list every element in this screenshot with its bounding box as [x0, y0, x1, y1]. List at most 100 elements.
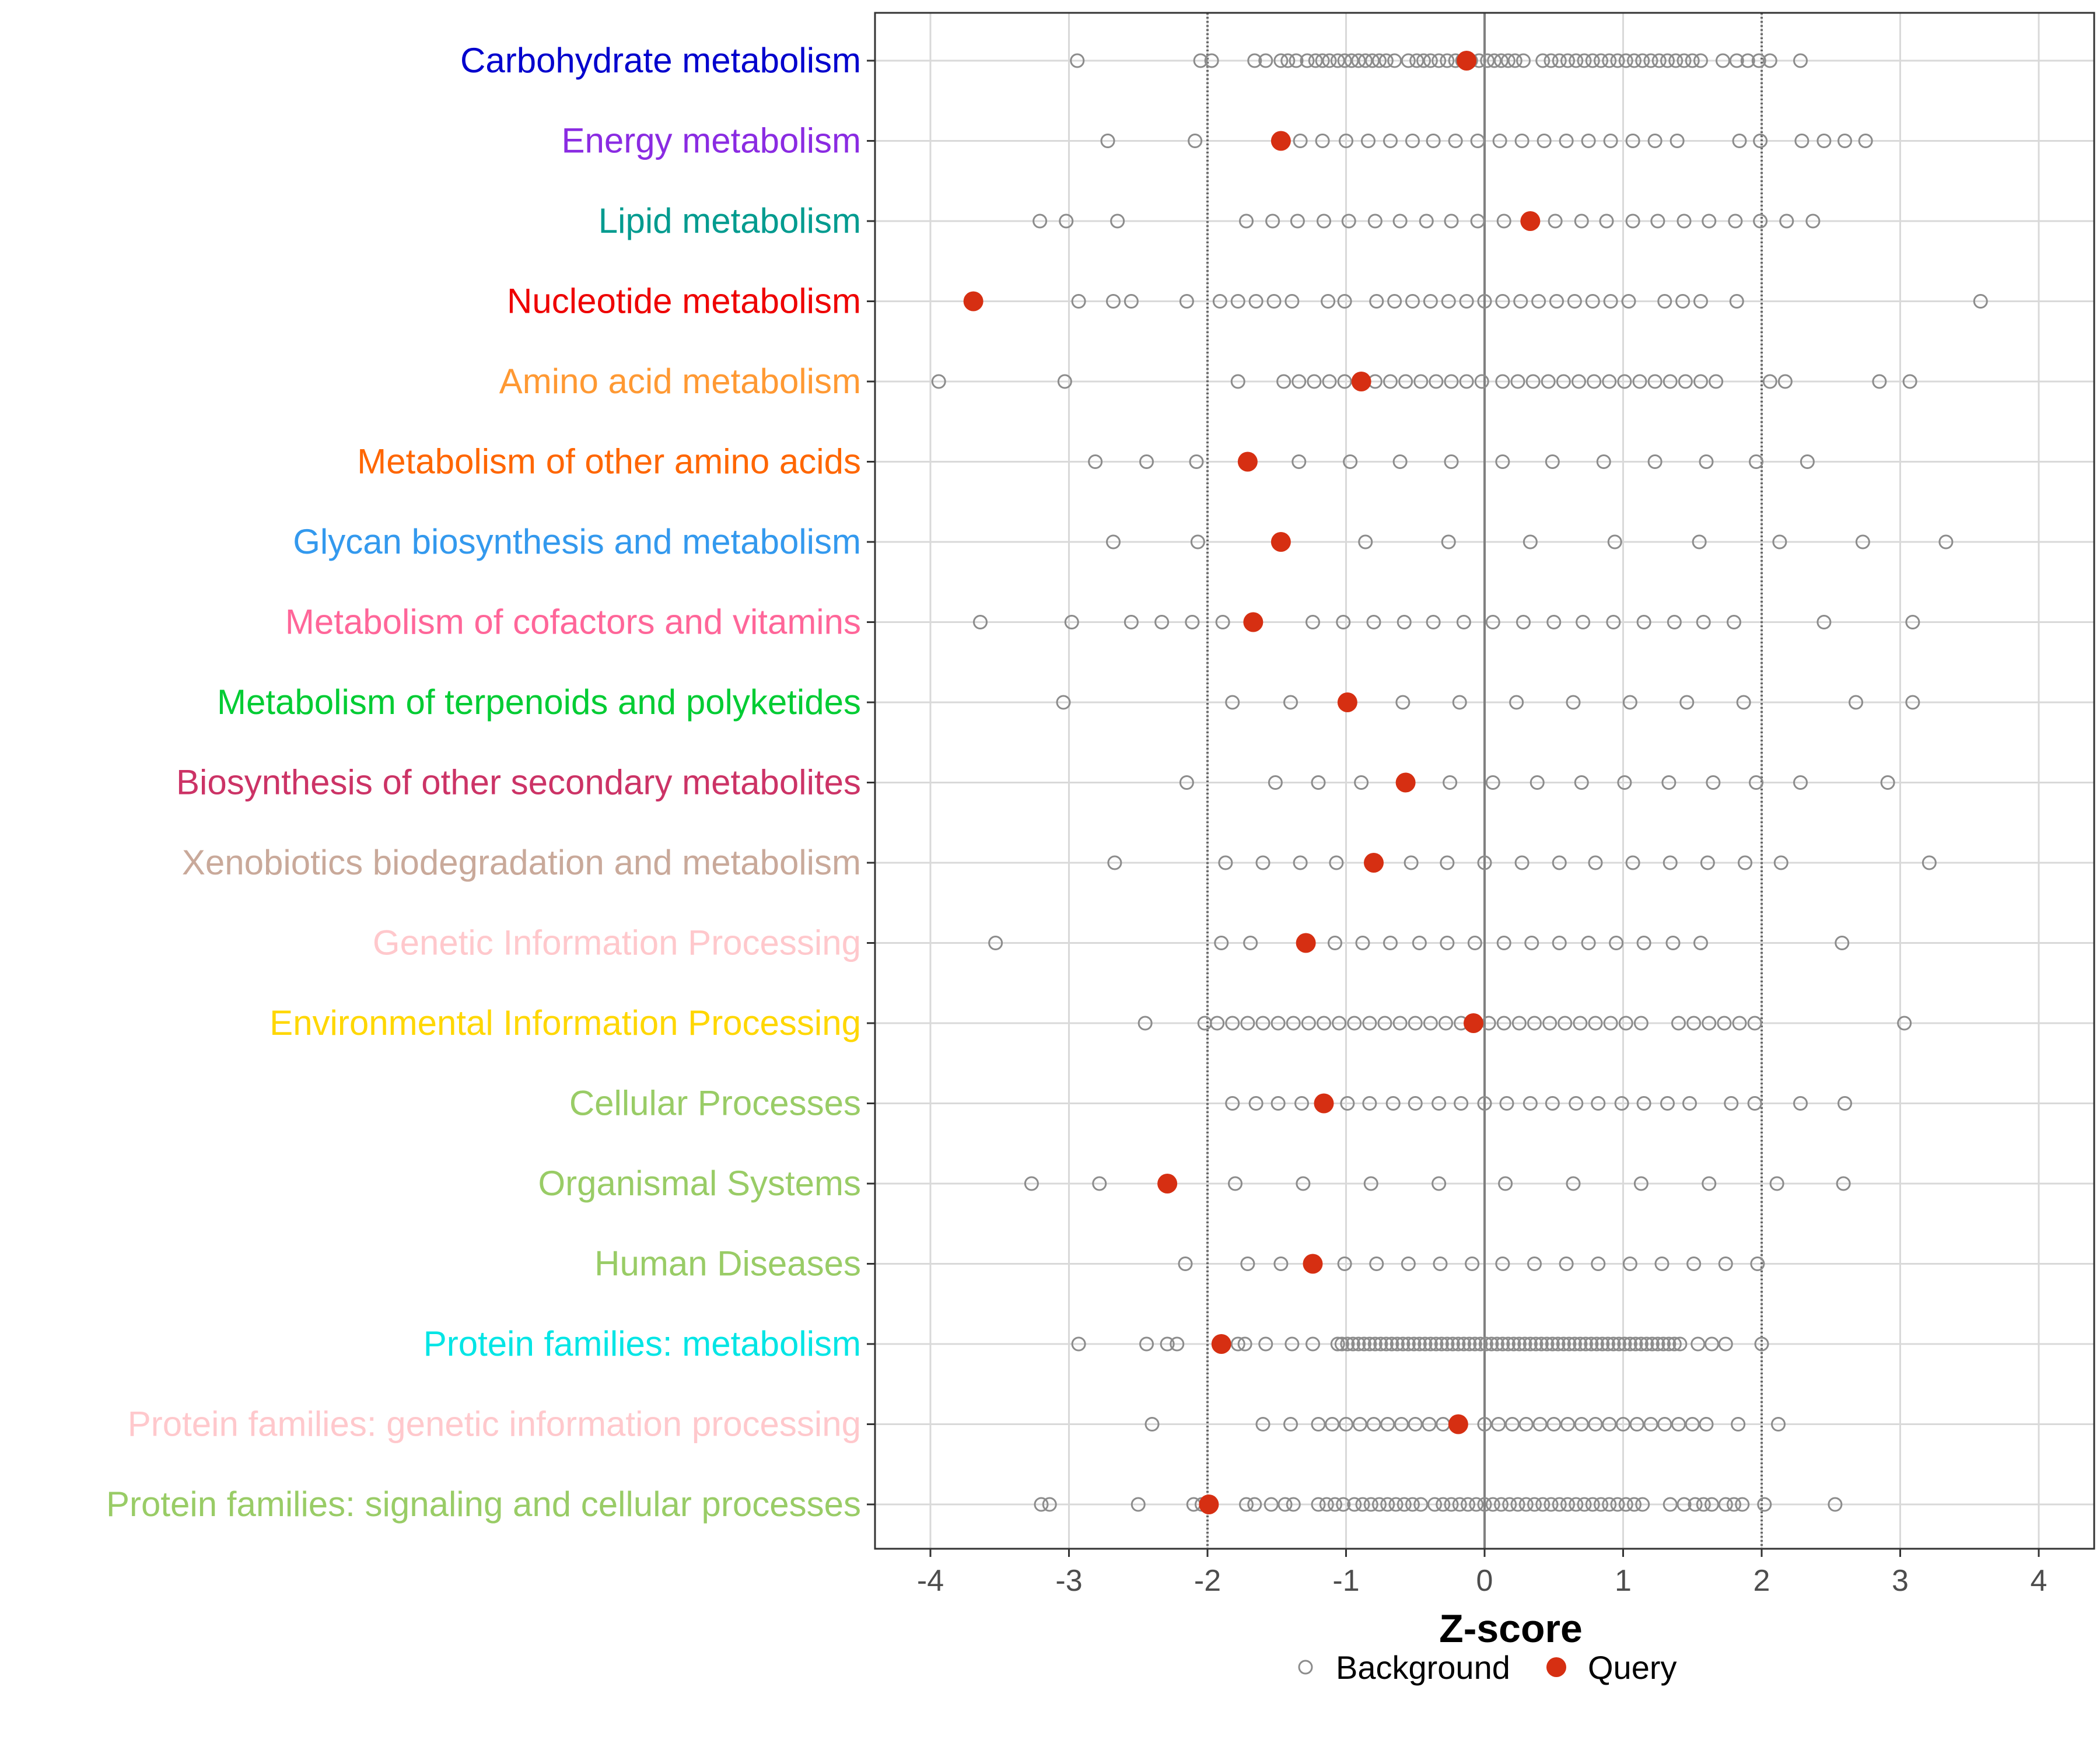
x-axis-ticks: -4 -3 -2 -1 0 1 2 3 4	[917, 1549, 2048, 1598]
background-point	[1559, 134, 1574, 148]
background-point	[1507, 53, 1522, 68]
background-point	[1621, 294, 1636, 309]
background-point	[1793, 1096, 1808, 1111]
background-point	[1544, 1497, 1559, 1512]
background-point	[1311, 1417, 1326, 1432]
background-point	[1427, 1497, 1442, 1512]
background-point	[1491, 1417, 1506, 1432]
background-point	[931, 374, 946, 389]
background-point	[1388, 1497, 1404, 1512]
background-point	[1769, 1176, 1784, 1191]
background-point	[1311, 1497, 1326, 1512]
category-label: Amino acid metabolism	[499, 362, 861, 401]
background-point	[1670, 134, 1685, 148]
background-point	[1516, 53, 1531, 68]
background-point	[1337, 374, 1352, 389]
background-point	[1513, 294, 1528, 309]
background-point	[1204, 53, 1219, 68]
background-point	[1395, 695, 1410, 710]
background-point	[1524, 936, 1539, 950]
background-point	[1838, 1096, 1852, 1111]
background-point	[1306, 615, 1320, 629]
background-point	[1675, 294, 1690, 309]
background-point	[1273, 53, 1289, 68]
background-point	[1595, 1336, 1610, 1352]
background-point	[1717, 1016, 1732, 1031]
background-point	[1139, 1336, 1154, 1352]
background-point	[1283, 695, 1298, 710]
background-point	[1378, 53, 1394, 68]
background-point	[1757, 1497, 1772, 1512]
background-point	[1973, 294, 1988, 309]
background-point	[1685, 53, 1700, 68]
background-point	[1618, 1497, 1633, 1512]
background-point	[1465, 1256, 1480, 1271]
background-point	[1406, 1336, 1422, 1352]
x-tick-label: 4	[2031, 1564, 2048, 1598]
background-point	[1426, 615, 1441, 629]
background-point	[1170, 1336, 1185, 1352]
background-point	[1617, 1336, 1632, 1352]
background-point	[1495, 294, 1510, 309]
background-point	[1124, 615, 1139, 629]
background-point	[1635, 1497, 1650, 1512]
background-point	[1071, 294, 1086, 309]
query-point	[1337, 692, 1357, 712]
background-point	[1489, 1336, 1504, 1352]
background-point	[1477, 1497, 1492, 1512]
background-point	[1527, 1016, 1542, 1031]
background-point	[1413, 374, 1429, 389]
data-points	[931, 51, 1988, 1514]
background-point	[1751, 53, 1766, 68]
background-point	[1514, 134, 1530, 148]
background-point	[1398, 374, 1413, 389]
background-point	[1622, 1256, 1637, 1271]
background-point	[1679, 695, 1695, 710]
background-point	[1552, 53, 1567, 68]
x-tick-label: 3	[1892, 1564, 1909, 1598]
background-point	[1383, 936, 1398, 950]
query-point	[1270, 532, 1291, 552]
background-point	[1462, 1336, 1477, 1352]
background-point	[1657, 294, 1672, 309]
background-point	[1618, 53, 1633, 68]
background-point	[1225, 1096, 1240, 1111]
background-point	[1454, 1096, 1469, 1111]
category-label: Metabolism of terpenoids and polyketides	[217, 682, 861, 722]
background-point	[1576, 615, 1591, 629]
background-point	[1685, 1417, 1700, 1432]
background-point	[1777, 374, 1793, 389]
category-label: Protein families: signaling and cellular…	[106, 1485, 861, 1524]
background-point	[1762, 53, 1777, 68]
background-point	[1738, 855, 1752, 870]
background-point	[1548, 214, 1563, 229]
background-point	[1589, 1336, 1604, 1352]
background-point	[1800, 454, 1815, 469]
background-point	[1591, 1096, 1606, 1111]
background-point	[1596, 454, 1611, 469]
category-label: Energy metabolism	[561, 121, 861, 160]
background-point	[1444, 214, 1459, 229]
background-point	[1559, 1256, 1574, 1271]
background-point	[1662, 374, 1678, 389]
background-point	[1237, 1336, 1252, 1352]
background-point	[1441, 534, 1456, 550]
background-point	[1817, 615, 1832, 629]
background-point	[1667, 615, 1682, 629]
background-point	[1392, 454, 1408, 469]
background-point	[1528, 1336, 1544, 1352]
background-point	[1071, 1336, 1086, 1352]
background-point	[1562, 1336, 1577, 1352]
x-tick-label: 1	[1615, 1564, 1632, 1598]
background-point	[1178, 1256, 1193, 1271]
background-point	[1059, 214, 1074, 229]
background-point	[1603, 294, 1618, 309]
background-point	[1545, 454, 1560, 469]
background-point	[1699, 1417, 1714, 1432]
background-point	[1372, 1497, 1387, 1512]
background-point	[1190, 534, 1205, 550]
background-point	[1193, 53, 1208, 68]
query-point	[1237, 452, 1258, 472]
background-point	[1443, 775, 1458, 790]
background-point	[1322, 53, 1337, 68]
